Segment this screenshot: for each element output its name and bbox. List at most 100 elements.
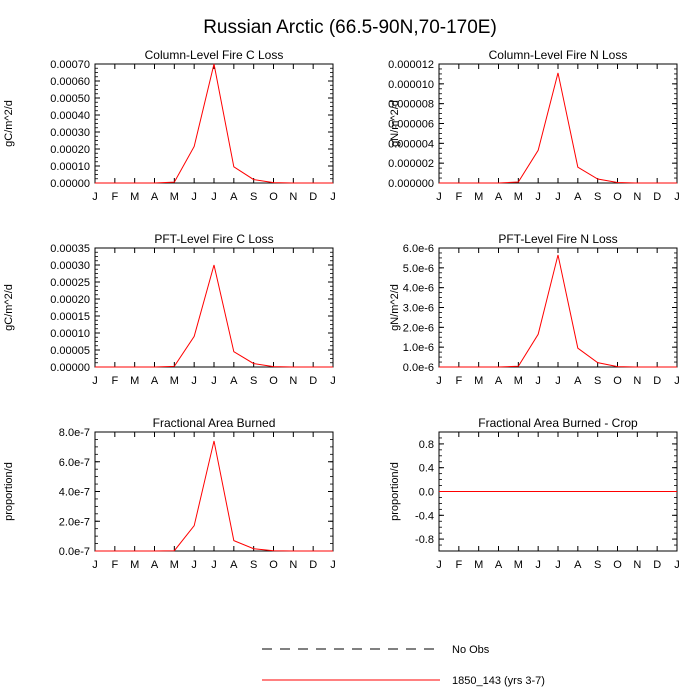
y-tick-label: 1.0e-6 [403, 342, 434, 354]
x-tick-label: S [250, 191, 257, 203]
x-tick-label: J [674, 559, 680, 571]
x-tick-label: F [111, 559, 118, 571]
x-tick-label: J [191, 375, 197, 387]
x-tick-label: J [555, 191, 561, 203]
y-tick-label: 0.0 [419, 487, 434, 499]
chart-panel-5: Fractional Area Burned proportion/d 0.0e-7… [3, 416, 336, 571]
x-tick-label: O [613, 559, 622, 571]
x-tick-label: F [111, 191, 118, 203]
x-tick-label: A [151, 375, 159, 387]
legend-label-model: 1850_143 (yrs 3-7) [452, 675, 545, 687]
x-tick-label: D [653, 191, 661, 203]
x-tick-label: J [436, 375, 442, 387]
y-tick-label: 3.0e-6 [403, 303, 434, 315]
x-tick-label: N [289, 375, 297, 387]
x-tick-label: M [170, 375, 179, 387]
x-tick-label: O [613, 375, 622, 387]
x-tick-label: S [250, 559, 257, 571]
y-tick-label: 2.0e-6 [403, 322, 434, 334]
y-tick-label: 0.0e-6 [403, 362, 434, 374]
y-tick-label: 4.0e-7 [59, 487, 90, 499]
y-tick-label: 8.0e-7 [59, 427, 90, 439]
x-tick-label: J [330, 559, 336, 571]
x-tick-label: M [474, 375, 483, 387]
x-tick-label: J [436, 191, 442, 203]
x-tick-label: J [555, 375, 561, 387]
y-tick-label: 0.00060 [50, 76, 90, 88]
y-tick-label: 0.000008 [388, 99, 434, 111]
series-line [439, 254, 677, 368]
x-tick-label: D [309, 191, 317, 203]
x-tick-label: D [309, 559, 317, 571]
chart-panel-1: Column-Level Fire C Loss gC/m^2/d 0.00000 0… [3, 48, 336, 203]
y-axis-label: gN/m^2/d [389, 284, 401, 331]
x-tick-label: A [495, 191, 503, 203]
x-tick-label: S [594, 559, 601, 571]
x-tick-label: A [495, 559, 503, 571]
x-tick-label: F [455, 191, 462, 203]
x-tick-label: M [514, 559, 523, 571]
y-tick-label: 4.0e-6 [403, 283, 434, 295]
y-tick-label: 0.00020 [50, 294, 90, 306]
x-tick-label: A [495, 375, 503, 387]
y-tick-label: 0.000000 [388, 178, 434, 190]
x-tick-label: S [594, 191, 601, 203]
x-tick-label: A [230, 559, 238, 571]
plot-frame [438, 63, 678, 184]
x-tick-label: A [230, 191, 238, 203]
x-tick-label: D [653, 375, 661, 387]
x-tick-label: N [633, 559, 641, 571]
x-tick-label: O [269, 559, 278, 571]
x-tick-label: J [92, 559, 98, 571]
x-tick-label: S [250, 375, 257, 387]
x-tick-label: N [633, 375, 641, 387]
y-tick-label: 0.00010 [50, 161, 90, 173]
y-tick-label: -0.8 [415, 534, 434, 546]
x-tick-label: M [474, 191, 483, 203]
x-tick-label: M [130, 191, 139, 203]
y-tick-label: 0.00005 [50, 345, 90, 357]
y-tick-label: 0.000012 [388, 59, 434, 71]
y-tick-label: 0.00040 [50, 110, 90, 122]
x-tick-label: F [111, 375, 118, 387]
x-tick-label: A [151, 559, 159, 571]
x-tick-label: J [535, 191, 541, 203]
y-tick-label: 0.00015 [50, 311, 90, 323]
y-tick-label: 0.00035 [50, 243, 90, 255]
x-tick-label: J [92, 375, 98, 387]
x-tick-label: J [330, 375, 336, 387]
x-tick-label: M [170, 559, 179, 571]
y-tick-label: 0.4 [419, 463, 434, 475]
panel-title: PFT-Level Fire C Loss [154, 232, 273, 246]
y-tick-label: 0.000002 [388, 158, 434, 170]
x-tick-label: A [574, 559, 582, 571]
y-tick-label: 0.000006 [388, 119, 434, 131]
y-axis-label: proportion/d [3, 462, 15, 521]
y-tick-label: 6.0e-7 [59, 457, 90, 469]
y-axis-label: gC/m^2/d [3, 100, 15, 147]
x-tick-label: M [130, 559, 139, 571]
panel-title: Column-Level Fire C Loss [145, 48, 284, 62]
x-tick-label: S [594, 375, 601, 387]
series-line [95, 264, 333, 368]
x-tick-label: J [535, 375, 541, 387]
chart-panel-6: Fractional Area Burned - Crop proportion/… [389, 416, 680, 571]
x-tick-label: J [191, 191, 197, 203]
y-tick-label: 0.00000 [50, 362, 90, 374]
x-tick-label: M [514, 191, 523, 203]
x-tick-label: J [211, 191, 217, 203]
x-tick-label: N [633, 191, 641, 203]
x-tick-label: M [474, 559, 483, 571]
x-tick-label: J [674, 191, 680, 203]
y-tick-label: 0.000004 [388, 138, 434, 150]
series-line [95, 440, 333, 552]
x-tick-label: M [170, 191, 179, 203]
x-tick-label: J [555, 559, 561, 571]
y-axis-label: gN/m^2/d [389, 100, 401, 147]
legend: No Obs 1850_143 (yrs 3-7) [262, 644, 545, 687]
x-tick-label: D [653, 559, 661, 571]
y-tick-label: 5.0e-6 [403, 263, 434, 275]
y-tick-label: 0.00070 [50, 59, 90, 71]
series-line [95, 63, 333, 184]
panels: Column-Level Fire C LossgC/m^2/d0.000000… [3, 48, 680, 571]
